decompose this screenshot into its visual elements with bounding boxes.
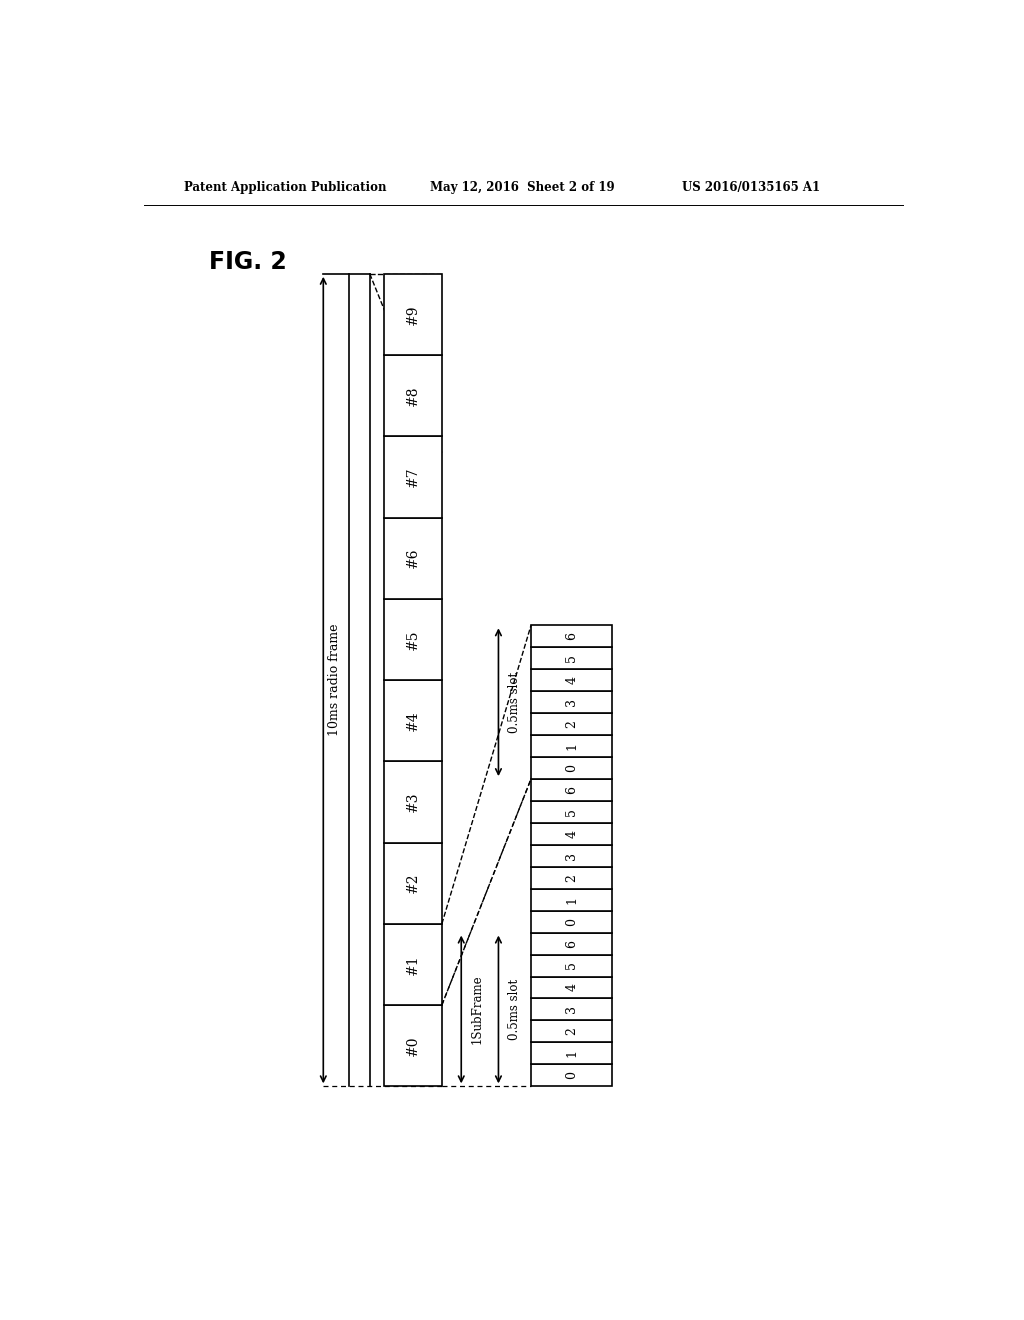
Text: #5: #5 [406,630,420,649]
Bar [384,762,442,842]
Bar [531,867,612,888]
Text: #7: #7 [406,467,420,487]
Bar [384,924,442,1005]
Text: 0: 0 [565,1072,579,1080]
Text: 2: 2 [565,721,579,729]
Text: 0: 0 [565,764,579,772]
Text: 2: 2 [565,874,579,882]
Text: 1: 1 [565,742,579,750]
Bar [531,735,612,758]
Bar [531,845,612,867]
Text: 3: 3 [565,698,579,706]
Bar [531,954,612,977]
Text: May 12, 2016  Sheet 2 of 19: May 12, 2016 Sheet 2 of 19 [430,181,614,194]
Bar [531,626,612,647]
Bar [531,888,612,911]
Text: 1SubFrame: 1SubFrame [471,974,483,1044]
Text: 4: 4 [565,983,579,991]
Bar [531,779,612,801]
Bar [384,355,442,437]
Bar [531,801,612,822]
Bar [531,1064,612,1086]
Text: #1: #1 [406,954,420,974]
Bar [531,758,612,779]
Bar [531,933,612,954]
Text: 0.5ms slot: 0.5ms slot [508,672,521,733]
Bar [384,517,442,599]
Bar [384,599,442,680]
Text: #8: #8 [406,385,420,407]
Bar [531,692,612,713]
Text: 4: 4 [565,676,579,684]
Text: 4: 4 [565,830,579,838]
Text: #4: #4 [406,710,420,731]
Text: 3: 3 [565,1006,579,1014]
Bar [384,1005,442,1086]
Text: 5: 5 [565,808,579,816]
Bar [384,680,442,762]
Text: 6: 6 [565,632,579,640]
Text: US 2016/0135165 A1: US 2016/0135165 A1 [682,181,820,194]
Bar [531,822,612,845]
Bar [531,998,612,1020]
Bar [531,911,612,933]
Bar [384,842,442,924]
Text: #2: #2 [406,873,420,894]
Bar [531,977,612,998]
Bar [531,647,612,669]
Bar [531,713,612,735]
Bar [531,1043,612,1064]
Text: #0: #0 [406,1035,420,1056]
Text: 0.5ms slot: 0.5ms slot [508,979,521,1040]
Text: 2: 2 [565,1027,579,1035]
Text: 3: 3 [565,851,579,859]
Text: 1: 1 [565,896,579,904]
Bar [384,275,442,355]
Bar [384,437,442,517]
Text: FIG. 2: FIG. 2 [209,251,287,275]
Bar [531,669,612,692]
Text: #6: #6 [406,548,420,569]
Text: 6: 6 [565,940,579,948]
Text: Patent Application Publication: Patent Application Publication [183,181,386,194]
Text: 5: 5 [565,961,579,969]
Text: 1: 1 [565,1049,579,1057]
Text: 6: 6 [565,785,579,795]
Text: #3: #3 [406,792,420,812]
Text: 5: 5 [565,655,579,663]
Text: 10ms radio frame: 10ms radio frame [328,624,341,737]
Bar [531,1020,612,1043]
Text: #9: #9 [406,305,420,325]
Text: 0: 0 [565,917,579,925]
